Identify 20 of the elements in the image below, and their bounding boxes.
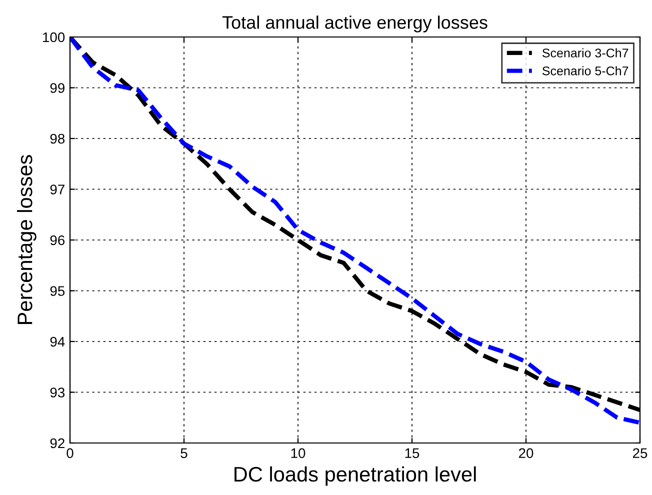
y-tick-label: 98	[50, 134, 65, 144]
y-axis-title: Percentage losses	[16, 155, 36, 324]
y-tick-label: 99	[50, 83, 64, 93]
x-tick-label: 10	[291, 448, 306, 458]
legend-label: Scenario 3-Ch7	[542, 48, 628, 58]
x-tick-label: 0	[66, 448, 74, 458]
y-tick-label: 100	[43, 32, 65, 42]
x-tick-label: 25	[632, 448, 648, 458]
x-tick-label: 20	[518, 448, 534, 458]
x-tick-label: 15	[405, 448, 420, 458]
y-tick-label: 97	[50, 184, 64, 194]
legend-label: Scenario 5-Ch7	[542, 66, 628, 76]
y-tick-label: 92	[50, 438, 64, 448]
x-axis-title: DC loads penetration level	[234, 466, 476, 486]
y-tick-label: 93	[50, 388, 65, 398]
chart-title: Total annual active energy losses	[222, 16, 488, 32]
y-tick-label: 96	[50, 235, 65, 246]
y-tick-label: 95	[50, 286, 65, 296]
x-tick-label: 5	[180, 448, 188, 458]
y-tick-label: 94	[50, 336, 65, 347]
